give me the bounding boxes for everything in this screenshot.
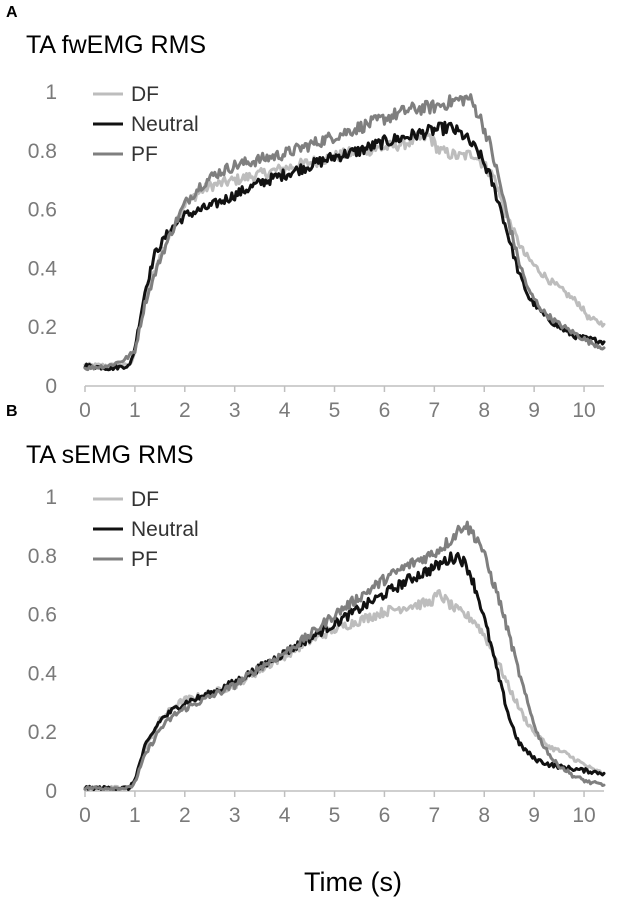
panel-a-y-tick-label: 0.4 [28,257,58,280]
panel-a-series-pf [83,93,606,372]
panel-a-ticks: 0 1 2 3 4 5 6 7 8 9 10 0 0.2 0.4 0.6 0.8 1 [28,81,596,422]
panel-a: A TA fwEMG RMS 0 1 2 3 4 5 6 7 8 9 10 0 0.2 0.4 0.6 0.8… [6,4,606,422]
panel-a-legend: DF Neutral PF [93,83,199,166]
panel-a-x-tick-label: 4 [279,399,291,422]
panel-a-x-tick-label: 8 [478,399,490,422]
panel-b-y-tick-label: 0.6 [28,604,57,627]
panel-b-y-tick-label: 0.8 [28,545,57,568]
panel-a-y-tick-label: 1 [45,81,57,104]
panel-b-x-tick-label: 10 [572,804,595,827]
x-axis-label: Time (s) [304,867,402,897]
panel-b-x-tick-label: 4 [279,804,291,827]
panel-b-title: TA sEMG RMS [26,441,194,469]
panel-b-x-tick-label: 0 [79,804,91,827]
panel-b-y-tick-label: 0.2 [28,721,57,744]
panel-a-legend-label-df: DF [131,83,159,106]
panel-a-x-tick-label: 0 [79,399,91,422]
panel-a-x-tick-label: 6 [379,399,391,422]
panel-b-series-pf [83,520,606,791]
panel-a-y-tick-label: 0.6 [28,199,57,222]
panel-b-x-tick-label: 3 [229,804,241,827]
panel-b-legend-label-neutral: Neutral [131,518,199,541]
panel-a-y-tick-label: 0.2 [28,316,57,339]
panel-b-x-tick-label: 9 [528,804,540,827]
panel-a-legend-label-pf: PF [131,143,158,166]
panel-b-legend: DF Neutral PF [93,488,199,571]
panel-b-x-tick-label: 8 [478,804,490,827]
panel-a-x-tick-label: 7 [428,399,440,422]
panel-b-ticks: 0 1 2 3 4 5 6 7 8 9 10 0 0.2 0.4 0.6 0.8 1 [28,486,596,827]
panel-b-x-tick-label: 6 [379,804,391,827]
panel-a-x-tick-label: 2 [179,399,191,422]
panel-a-x-tick-label: 10 [572,399,595,422]
panel-b-series-df [83,589,606,791]
panel-b-series-neutral [83,551,606,791]
panel-a-title: TA fwEMG RMS [26,31,206,59]
panel-a-series-df [83,131,606,369]
panel-b-legend-label-pf: PF [131,548,158,571]
panel-a-series [83,93,606,372]
panel-a-x-tick-label: 3 [229,399,241,422]
panel-b-x-tick-label: 7 [428,804,440,827]
panel-a-x-tick-label: 1 [129,399,141,422]
panel-b: B TA sEMG RMS 0 1 2 3 4 5 6 7 8 9 10 0 0.2 0.4 0.6 0.8 1… [6,403,606,827]
panel-b-y-tick-label: 0.4 [28,662,58,685]
panel-a-x-tick-label: 5 [329,399,341,422]
panel-a-legend-label-neutral: Neutral [131,113,199,136]
panel-b-y-tick-label: 1 [45,486,57,509]
panel-a-y-tick-label: 0 [45,375,57,398]
panel-b-legend-label-df: DF [131,488,159,511]
panel-b-series [83,520,606,791]
panel-a-y-tick-label: 0.8 [28,140,57,163]
panel-b-x-tick-label: 5 [329,804,341,827]
panel-b-x-tick-label: 1 [129,804,141,827]
panel-b-y-tick-label: 0 [45,780,57,803]
panel-b-x-tick-label: 2 [179,804,191,827]
panel-b-letter: B [6,403,18,420]
panel-a-series-neutral [83,120,606,372]
panel-a-letter: A [6,4,18,21]
panel-a-x-tick-label: 9 [528,399,540,422]
